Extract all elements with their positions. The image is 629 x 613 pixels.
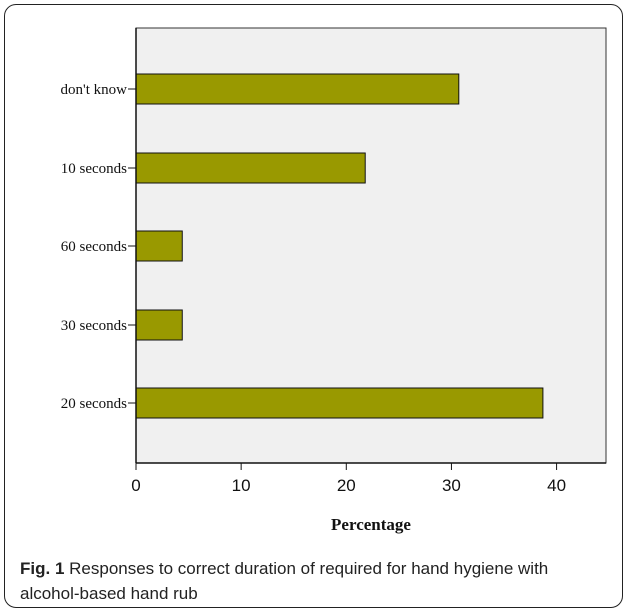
figure-label: Fig. 1 [20, 559, 65, 578]
caption-text: Responses to correct duration of require… [20, 559, 549, 603]
y-tick-label: don't know [61, 82, 128, 98]
bar-10-seconds [135, 152, 366, 184]
x-tick-label: 30 [442, 476, 461, 495]
x-tick-label: 0 [131, 476, 140, 495]
y-axis-ticks: don't know 10 seconds 60 seconds 30 seconds… [61, 82, 136, 412]
figure-caption: Fig. 1 Responses to correct duration of … [20, 556, 610, 606]
bar-60-seconds [135, 230, 183, 262]
y-tick-label: 60 seconds [61, 239, 127, 255]
y-tick-label: 20 seconds [61, 396, 127, 412]
bar-20-seconds [135, 387, 544, 419]
y-tick-label: 30 seconds [61, 318, 127, 334]
x-tick-label: 40 [547, 476, 566, 495]
bars-group [135, 73, 544, 419]
x-axis-title: Percentage [331, 515, 411, 534]
y-tick-label: 10 seconds [61, 161, 127, 177]
x-tick-label: 20 [337, 476, 356, 495]
bar-30-seconds [135, 309, 183, 341]
bar-don-t-know [135, 73, 460, 105]
x-axis-ticks: 0 10 20 30 40 [131, 463, 566, 495]
x-tick-label: 10 [232, 476, 251, 495]
